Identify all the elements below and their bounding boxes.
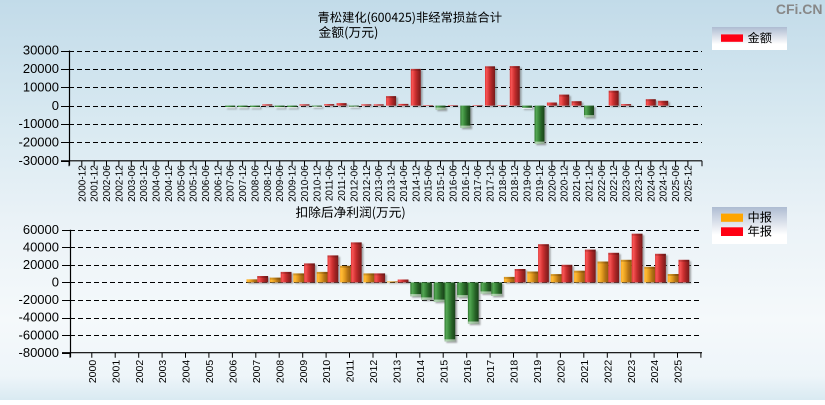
svg-text:2004-12: 2004-12 [164,165,175,202]
svg-text:2007-06: 2007-06 [226,165,237,202]
svg-text:2003-06: 2003-06 [127,165,138,202]
svg-text:-20000: -20000 [19,292,59,307]
svg-text:2019-06: 2019-06 [523,165,534,202]
svg-text:2000-12: 2000-12 [77,165,88,202]
svg-text:-40000: -40000 [19,310,59,325]
svg-text:2020-06: 2020-06 [547,165,558,202]
svg-text:2010: 2010 [321,360,333,384]
svg-text:2013: 2013 [392,360,404,384]
svg-text:2022-12: 2022-12 [609,165,620,202]
svg-text:2010-06: 2010-06 [300,165,311,202]
svg-text:2006-12: 2006-12 [213,165,224,202]
svg-text:2025: 2025 [673,360,685,384]
svg-text:0: 0 [52,98,59,113]
svg-text:2016-12: 2016-12 [461,165,472,202]
svg-text:2023: 2023 [626,360,638,384]
svg-text:2007: 2007 [251,360,263,384]
svg-text:2017: 2017 [485,360,497,384]
svg-text:2025-06: 2025-06 [671,165,682,202]
svg-text:2018-06: 2018-06 [498,165,509,202]
svg-text:2006: 2006 [228,360,240,384]
svg-text:2012-12: 2012-12 [362,165,373,202]
svg-text:2024-06: 2024-06 [646,165,657,202]
svg-text:2024: 2024 [649,360,661,384]
svg-text:2017-12: 2017-12 [486,165,497,202]
svg-text:2003-12: 2003-12 [139,165,150,202]
svg-text:2024-12: 2024-12 [659,165,670,202]
svg-text:2008-06: 2008-06 [251,165,262,202]
svg-text:2012: 2012 [368,360,380,384]
svg-text:2007-12: 2007-12 [238,165,249,202]
svg-text:2001: 2001 [110,360,122,384]
svg-text:2000: 2000 [87,360,99,384]
svg-text:2020: 2020 [556,360,568,384]
svg-text:60000: 60000 [23,222,59,237]
svg-text:-30000: -30000 [19,153,59,168]
svg-text:2015-06: 2015-06 [424,165,435,202]
svg-text:2011-06: 2011-06 [325,165,336,201]
svg-text:2001-12: 2001-12 [90,165,101,202]
svg-text:2025-12: 2025-12 [683,165,694,202]
svg-text:2004-06: 2004-06 [152,165,163,202]
svg-text:2002-12: 2002-12 [114,165,125,202]
svg-text:CFi.CN: CFi.CN [776,1,823,17]
svg-text:2018: 2018 [509,360,521,384]
svg-text:2014: 2014 [415,360,427,384]
svg-text:2002: 2002 [134,360,146,384]
svg-text:2009: 2009 [298,360,310,384]
svg-text:2016: 2016 [462,360,474,384]
svg-text:2010-12: 2010-12 [312,165,323,202]
svg-text:2011: 2011 [345,360,357,383]
svg-text:2021-12: 2021-12 [585,165,596,202]
svg-text:20000: 20000 [23,61,59,76]
svg-text:2008-12: 2008-12 [263,165,274,202]
svg-text:-60000: -60000 [19,327,59,342]
svg-text:2006-06: 2006-06 [201,165,212,202]
svg-text:2004: 2004 [181,360,193,384]
svg-text:2020-12: 2020-12 [560,165,571,202]
svg-text:20000: 20000 [23,257,59,272]
svg-text:10000: 10000 [23,80,59,95]
svg-text:30000: 30000 [23,43,59,58]
svg-text:2009-06: 2009-06 [275,165,286,202]
svg-text:-80000: -80000 [19,345,59,360]
svg-text:2012-06: 2012-06 [349,165,360,202]
svg-text:2015: 2015 [438,360,450,384]
svg-text:40000: 40000 [23,240,59,255]
svg-text:2002-06: 2002-06 [102,165,113,202]
svg-text:2005-06: 2005-06 [176,165,187,202]
svg-text:2014-12: 2014-12 [411,165,422,202]
svg-text:2019: 2019 [532,360,544,384]
svg-text:2016-06: 2016-06 [448,165,459,202]
svg-text:2019-12: 2019-12 [535,165,546,202]
svg-text:0: 0 [52,275,59,290]
svg-text:2005-12: 2005-12 [189,165,200,202]
svg-text:2003: 2003 [157,360,169,384]
svg-text:2013-06: 2013-06 [374,165,385,202]
svg-text:2022: 2022 [602,360,614,384]
svg-text:2008: 2008 [274,360,286,384]
svg-text:2017-06: 2017-06 [473,165,484,202]
svg-text:2021: 2021 [579,360,591,384]
svg-text:2014-06: 2014-06 [399,165,410,202]
svg-text:2009-12: 2009-12 [288,165,299,202]
svg-text:2015-12: 2015-12 [436,165,447,202]
svg-text:2022-06: 2022-06 [597,165,608,202]
svg-text:2021-06: 2021-06 [572,165,583,202]
svg-text:2023-06: 2023-06 [622,165,633,202]
svg-text:-20000: -20000 [19,135,59,150]
svg-text:2011-12: 2011-12 [337,165,348,201]
svg-text:2005: 2005 [204,360,216,384]
svg-text:-10000: -10000 [19,116,59,131]
svg-text:2013-12: 2013-12 [387,165,398,202]
svg-text:2023-12: 2023-12 [634,165,645,202]
svg-text:2018-12: 2018-12 [510,165,521,202]
